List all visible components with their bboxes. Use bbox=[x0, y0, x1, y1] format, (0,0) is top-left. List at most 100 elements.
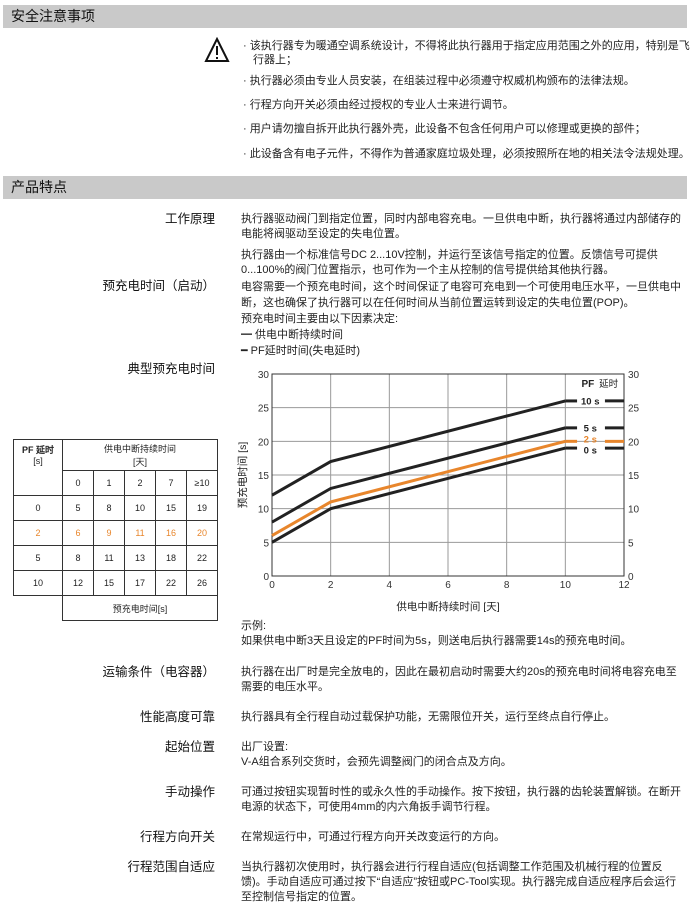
y-tick-label-left: 0 bbox=[263, 572, 269, 583]
value-cell: 8 bbox=[62, 545, 94, 571]
label-working-principle: 工作原理 bbox=[164, 212, 215, 226]
y-tick-label-left: 20 bbox=[258, 437, 270, 448]
x-axis-label: 供电中断持续时间 [天] bbox=[396, 600, 499, 613]
column-header: 7 bbox=[155, 470, 187, 496]
series-label: 5 s bbox=[584, 423, 597, 434]
duration-header: 供电中断持续时间 [天] bbox=[62, 439, 218, 471]
value-cell: 22 bbox=[186, 545, 218, 571]
table-row: 10 12 15 17 22 26 bbox=[13, 570, 218, 596]
value-cell: 11 bbox=[93, 545, 125, 571]
value-cell: 22 bbox=[155, 570, 187, 596]
manual-text: 可通过按钮实现暂时性的或永久性的手动操作。按下按钮，执行器的齿轮装置解锁。在断开… bbox=[241, 786, 681, 813]
value-cell: 12 bbox=[62, 570, 94, 596]
precharge-text: 电容需要一个预充电时间，这个时间保证了电容可充电到一个可使用电压水平，一旦供电中… bbox=[241, 279, 683, 359]
paragraph: 预充电时间主要由以下因素决定: bbox=[241, 313, 399, 325]
y-tick-label-right: 0 bbox=[628, 572, 634, 583]
example-title: 示例: bbox=[241, 620, 267, 632]
safety-bullet: · 行程方向开关必须由经过授权的专业人士来进行调节。 bbox=[243, 99, 514, 111]
adaptation-text: 当执行器初次使用时，执行器会进行行程自适应(包括调整工作范围及机械行程的位置反馈… bbox=[241, 861, 677, 903]
example-text: 如果供电中断3天且设定的PF时间为5s，则送电后执行器需要14s的预充电时间。 bbox=[241, 635, 632, 647]
y-tick-label-right: 20 bbox=[628, 437, 640, 448]
pf-cell: 2 bbox=[13, 520, 63, 546]
pf-cell: 5 bbox=[13, 545, 63, 571]
direction-switch-text: 在常规运行中，可通过行程方向开关改变运行的方向。 bbox=[241, 831, 505, 843]
y-tick-label-left: 10 bbox=[258, 505, 270, 516]
column-header: ≥10 bbox=[186, 470, 218, 496]
series-label: 0 s bbox=[584, 446, 597, 457]
value-cell: 6 bbox=[62, 520, 94, 546]
paragraph: 执行器由一个标准信号DC 2...10V控制，并运行至该信号指定的位置。反馈信号… bbox=[241, 249, 658, 276]
safety-bullet: · 用户请勿擅自拆开此执行器外壳，此设备不包含任何用户可以修理或更换的部件； bbox=[243, 123, 646, 135]
label-direction-switch: 行程方向开关 bbox=[139, 830, 215, 844]
label-reliability: 性能高度可靠 bbox=[139, 710, 215, 724]
working-principle-text: 执行器驱动阀门到指定位置，同时内部电容充电。一旦供电中断，执行器将通过内部储存的… bbox=[241, 212, 683, 278]
x-tick-label: 8 bbox=[504, 580, 510, 591]
label-adaptation: 行程范围自适应 bbox=[127, 860, 215, 874]
example: 示例: 如果供电中断3天且设定的PF时间为5s，则送电后执行器需要14s的预充电… bbox=[241, 619, 683, 649]
y-tick-label-right: 15 bbox=[628, 471, 640, 482]
y-tick-label-right: 25 bbox=[628, 404, 640, 415]
table-row: 0 5 8 10 15 19 bbox=[13, 495, 218, 521]
value-cell: 5 bbox=[62, 495, 94, 521]
paragraph: V-A组合系列交货时，会预先调整阀门的闭合点及方向。 bbox=[241, 756, 512, 768]
list-item: ━ 供电中断持续时间 bbox=[241, 329, 344, 341]
label-start-position: 起始位置 bbox=[164, 740, 215, 754]
section-header-safety: 安全注意事项 bbox=[3, 5, 687, 28]
y-tick-label-right: 10 bbox=[628, 505, 640, 516]
x-tick-label: 10 bbox=[560, 580, 572, 591]
table-row: 5 8 11 13 18 22 bbox=[13, 545, 218, 571]
y-tick-label-right: 30 bbox=[628, 370, 640, 381]
value-cell: 20 bbox=[186, 520, 218, 546]
column-header: 1 bbox=[93, 470, 125, 496]
series-line bbox=[271, 426, 566, 524]
warning-triangle-icon bbox=[204, 37, 230, 62]
value-cell: 16 bbox=[155, 520, 187, 546]
value-cell: 13 bbox=[124, 545, 156, 571]
x-tick-label: 4 bbox=[387, 580, 393, 591]
y-axis-label: 预充电时间 [s] bbox=[236, 442, 249, 509]
precharge-table: PF 延时 [s] 供电中断持续时间 [天] 0 1 2 7 ≥10 0 5 8 10 15 19 2 6… bbox=[13, 439, 218, 621]
x-tick-label: 0 bbox=[269, 580, 275, 591]
label-typical-precharge: 典型预充电时间 bbox=[127, 362, 215, 376]
value-cell: 17 bbox=[124, 570, 156, 596]
value-cell: 15 bbox=[93, 570, 125, 596]
pf-cell: 0 bbox=[13, 495, 63, 521]
legend-title: 延时 bbox=[599, 378, 619, 390]
value-cell: 10 bbox=[124, 495, 156, 521]
value-cell: 9 bbox=[93, 520, 125, 546]
pf-header: PF 延时 [s] bbox=[13, 439, 63, 496]
series-line bbox=[271, 399, 566, 497]
x-tick-label: 12 bbox=[618, 580, 630, 591]
start-position-text: 出厂设置: V-A组合系列交货时，会预先调整阀门的闭合点及方向。 bbox=[241, 740, 683, 770]
value-cell: 19 bbox=[186, 495, 218, 521]
y-tick-label-left: 15 bbox=[258, 471, 270, 482]
value-cell: 26 bbox=[186, 570, 218, 596]
table-row: 2 6 9 11 16 20 bbox=[13, 520, 218, 546]
value-cell: 11 bbox=[124, 520, 156, 546]
column-header: 2 bbox=[124, 470, 156, 496]
x-tick-label: 2 bbox=[328, 580, 334, 591]
paragraph: 出厂设置: bbox=[241, 741, 289, 753]
label-transport: 运输条件（电容器） bbox=[102, 665, 215, 679]
safety-bullet: · 执行器必须由专业人员安装，在组装过程中必须遵守权威机构颁布的法律法规。 bbox=[243, 75, 635, 87]
series-line bbox=[271, 439, 566, 537]
table-footer: 预充电时间[s] bbox=[62, 595, 218, 621]
label-precharge: 预充电时间（启动） bbox=[102, 279, 215, 293]
y-tick-label-left: 30 bbox=[258, 370, 270, 381]
plot-frame bbox=[271, 373, 625, 577]
series-line bbox=[271, 446, 566, 544]
reliability-text: 执行器具有全行程自动过载保护功能，无需限位开关，运行至终点自行停止。 bbox=[241, 711, 615, 723]
value-cell: 8 bbox=[93, 495, 125, 521]
transport-text: 执行器在出厂时是完全放电的，因此在最初启动时需要大约20s的预充电时间将电容充电… bbox=[241, 666, 677, 693]
pf-cell: 10 bbox=[13, 570, 63, 596]
y-tick-label-right: 5 bbox=[628, 538, 634, 549]
safety-bullet: · 该执行器专为暖通空调系统设计，不得将此执行器用于指定应用范围之外的应用，特别… bbox=[243, 40, 690, 66]
paragraph: 电容需要一个预充电时间，这个时间保证了电容可充电到一个可使用电压水平，一旦供电中… bbox=[241, 281, 681, 309]
safety-bullet: · 此设备含有电子元件，不得作为普通家庭垃圾处理，必须按照所在地的相关法令法规处… bbox=[243, 148, 690, 160]
series-label: 10 s bbox=[581, 396, 600, 407]
y-tick-label-left: 5 bbox=[263, 538, 269, 549]
value-cell: 15 bbox=[155, 495, 187, 521]
value-cell: 18 bbox=[155, 545, 187, 571]
section-header-features: 产品特点 bbox=[3, 176, 687, 199]
